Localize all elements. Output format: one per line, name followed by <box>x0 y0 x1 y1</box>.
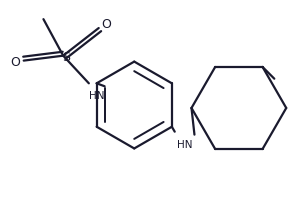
Text: O: O <box>102 18 112 31</box>
Text: O: O <box>10 56 20 69</box>
Text: HN: HN <box>177 140 192 150</box>
Text: S: S <box>62 51 70 64</box>
Text: HN: HN <box>89 91 104 101</box>
